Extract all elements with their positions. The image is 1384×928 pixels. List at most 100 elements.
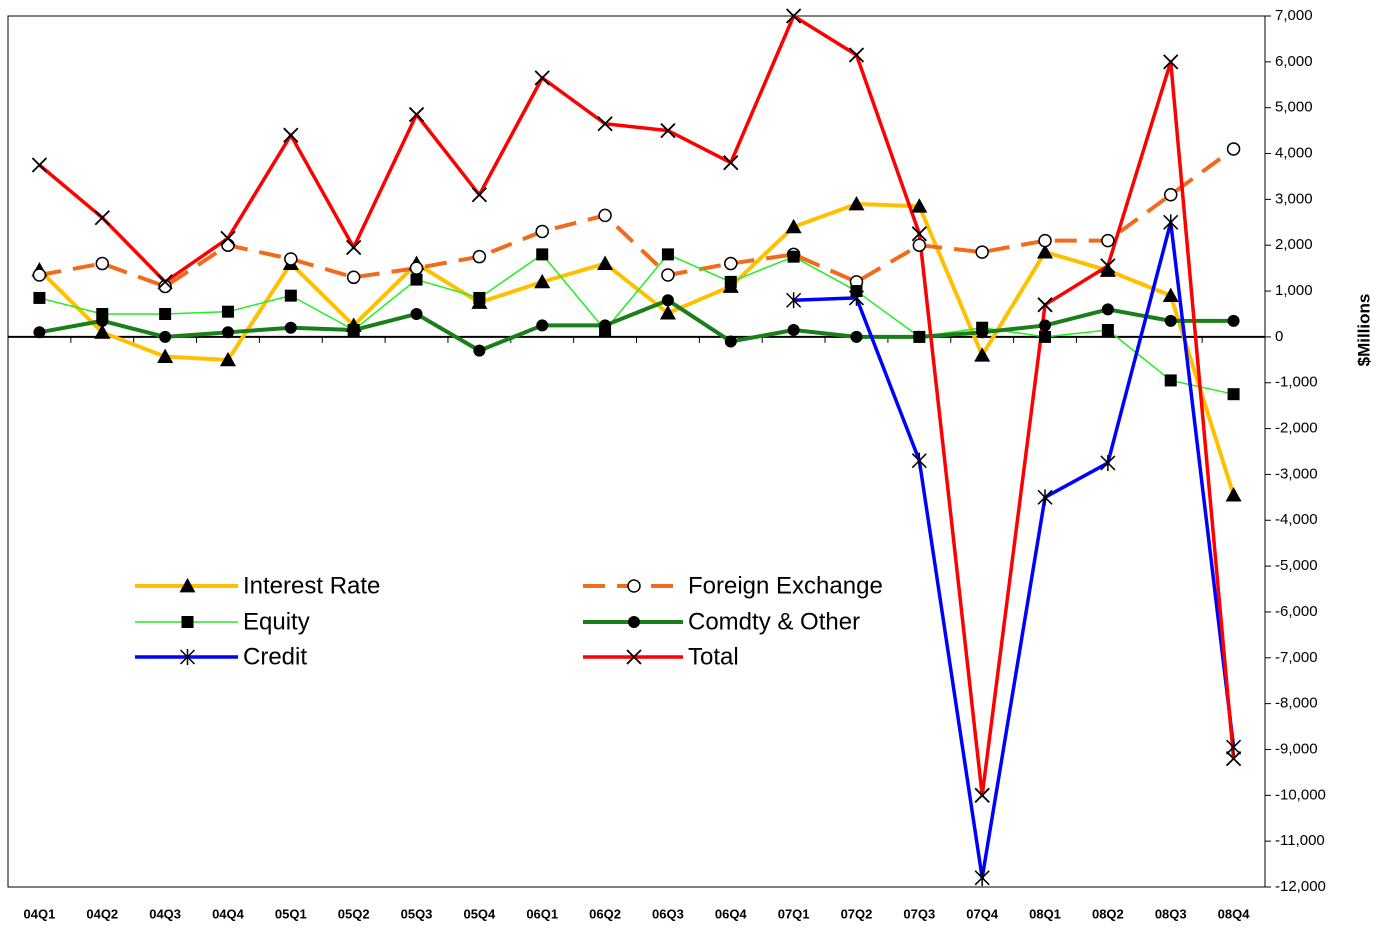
marker-shape (1101, 233, 1115, 248)
marker-shape (181, 616, 194, 628)
data-point (410, 273, 423, 286)
x-tick-label: 05Q2 (338, 906, 370, 921)
marker-shape (975, 245, 989, 259)
data-point (534, 70, 550, 86)
marker-shape (1038, 233, 1052, 248)
marker-shape (1227, 388, 1240, 401)
data-point (157, 348, 174, 364)
y-tick-label: 0 (1275, 328, 1283, 345)
marker-shape (597, 116, 613, 132)
data-point (659, 305, 676, 320)
data-point (1225, 751, 1242, 767)
data-point (1037, 244, 1054, 259)
data-point (535, 224, 549, 239)
marker-shape (157, 274, 173, 290)
marker-shape (1164, 374, 1177, 387)
marker-shape (1101, 324, 1114, 337)
legend-label: Interest Rate (243, 572, 380, 599)
data-point (32, 268, 47, 282)
marker-shape (347, 324, 360, 337)
data-point (96, 314, 109, 327)
marker-shape (1163, 188, 1178, 202)
marker-shape (95, 256, 110, 271)
marker-shape (284, 252, 298, 266)
data-point (94, 210, 110, 226)
marker-shape (724, 335, 737, 348)
marker-shape (1100, 454, 1116, 471)
data-point (911, 452, 927, 469)
data-point (1227, 388, 1240, 401)
y-tick-label: -3,000 (1275, 465, 1318, 482)
data-point (31, 157, 48, 173)
marker-shape (911, 226, 927, 242)
data-point (1039, 330, 1052, 343)
marker-shape (661, 248, 674, 261)
marker-shape (471, 187, 488, 203)
plot-frame (7, 15, 1266, 888)
x-tick-label: 04Q2 (86, 906, 118, 921)
legend-marker (626, 649, 642, 665)
legend-marker (181, 616, 194, 628)
marker-shape (409, 261, 424, 275)
legend-label: Equity (243, 608, 310, 635)
data-point (221, 238, 235, 252)
y-tick-label: -5,000 (1275, 557, 1318, 574)
data-point (974, 869, 990, 886)
x-tick-label: 07Q2 (841, 906, 873, 921)
marker-shape (221, 305, 234, 318)
data-point (597, 255, 614, 270)
data-point (1101, 303, 1114, 316)
x-tick-label: 08Q4 (1218, 906, 1251, 921)
data-point (974, 787, 990, 803)
data-point (661, 248, 674, 261)
marker-shape (850, 330, 863, 343)
marker-shape (1100, 258, 1116, 274)
marker-shape (724, 256, 738, 271)
y-tick-label: 6,000 (1275, 53, 1313, 70)
data-point (158, 279, 172, 294)
data-point (597, 116, 613, 132)
y-tick-label: 4,000 (1275, 144, 1313, 161)
marker-shape (94, 324, 111, 339)
marker-shape (1225, 487, 1242, 502)
y-tick-label: 5,000 (1275, 99, 1313, 116)
marker-shape (410, 273, 423, 286)
marker-shape (473, 344, 486, 357)
marker-shape (848, 195, 865, 211)
marker-shape (96, 314, 109, 327)
marker-shape (534, 273, 551, 289)
data-point (912, 238, 927, 252)
marker-shape (1099, 262, 1116, 277)
marker-shape (912, 238, 927, 252)
data-point (410, 307, 423, 320)
marker-shape (346, 270, 361, 285)
data-point (1225, 487, 1242, 502)
data-point (1037, 297, 1053, 313)
legend-marker (628, 616, 640, 628)
legend-marker (179, 649, 196, 665)
data-point (913, 330, 926, 343)
marker-shape (659, 305, 676, 320)
y-tick-label: -7,000 (1275, 649, 1318, 666)
data-point (1227, 314, 1240, 327)
data-point (1100, 454, 1116, 471)
data-point (220, 230, 236, 246)
data-point (723, 155, 739, 171)
marker-shape (219, 351, 236, 367)
data-point (536, 319, 549, 332)
data-point (1226, 142, 1241, 156)
marker-shape (626, 649, 642, 665)
x-tick-label: 08Q1 (1029, 906, 1061, 921)
marker-shape (723, 155, 739, 171)
marker-shape (785, 218, 802, 234)
data-point (724, 275, 737, 288)
marker-shape (283, 127, 299, 143)
marker-shape (408, 106, 425, 123)
y-tick-label: -6,000 (1275, 603, 1318, 620)
series-line (793, 220, 1236, 880)
data-point (159, 307, 172, 320)
marker-shape (974, 787, 990, 803)
data-point (33, 291, 46, 304)
marker-shape (179, 649, 196, 665)
data-point (284, 289, 297, 302)
